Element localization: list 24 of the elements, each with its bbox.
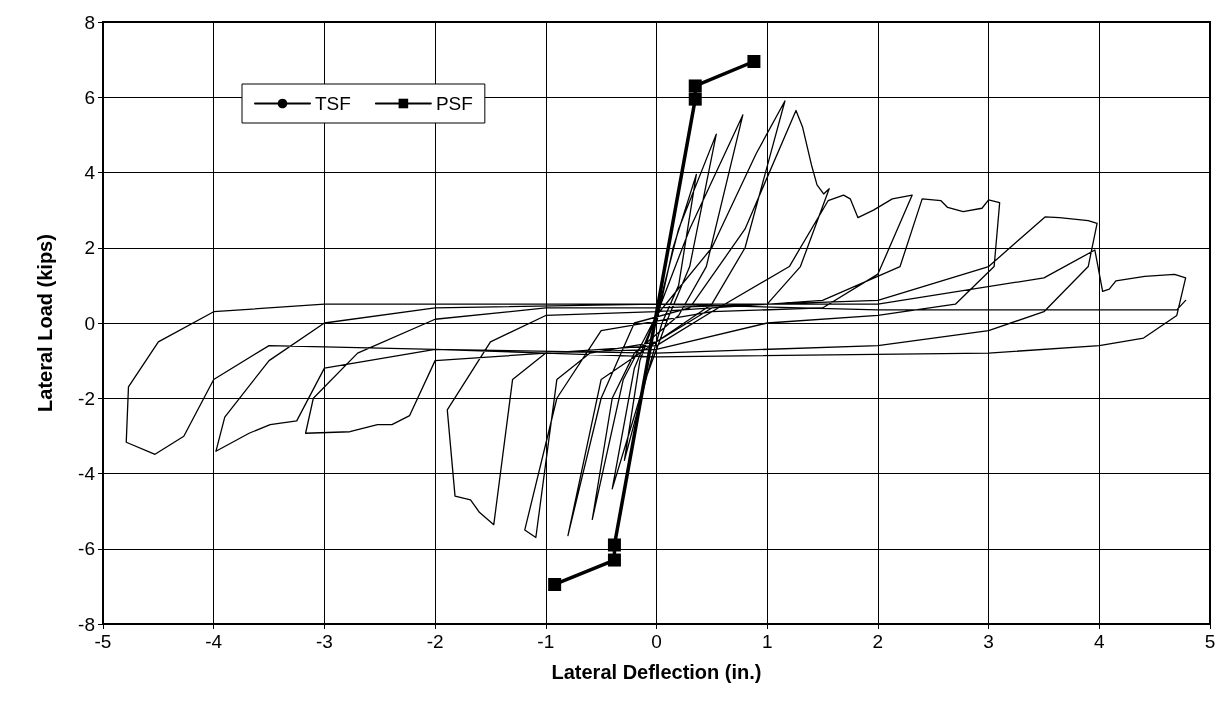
y-tick-label: 4 bbox=[84, 162, 96, 183]
y-tick-label: 8 bbox=[84, 11, 95, 33]
y-tick-label: -8 bbox=[78, 613, 95, 635]
x-tick-label: -1 bbox=[537, 631, 555, 652]
legend-label: PSF bbox=[435, 93, 473, 114]
x-tick-label: -4 bbox=[205, 631, 223, 652]
y-tick-label: -2 bbox=[78, 387, 95, 409]
x-tick-label: 4 bbox=[1094, 631, 1106, 652]
legend-label: TSF bbox=[315, 93, 351, 114]
x-axis-title: Lateral Deflection (in.) bbox=[551, 661, 762, 683]
x-tick-label: -5 bbox=[94, 631, 112, 652]
x-tick-label: 3 bbox=[983, 631, 994, 652]
x-tick-label: -2 bbox=[426, 631, 444, 652]
x-tick-label: 0 bbox=[651, 631, 662, 652]
x-tick-label: 5 bbox=[1204, 631, 1216, 652]
x-tick-label: -3 bbox=[315, 631, 333, 652]
y-axis-title: Lateral Load (kips) bbox=[34, 234, 56, 412]
y-tick-label: 2 bbox=[84, 237, 95, 259]
x-tick-label: 1 bbox=[761, 631, 773, 652]
y-tick-label: 0 bbox=[84, 312, 95, 334]
y-tick-label: 6 bbox=[84, 86, 95, 108]
x-tick-label: 2 bbox=[872, 631, 884, 652]
y-tick-label: -4 bbox=[78, 463, 96, 484]
y-tick-label: -6 bbox=[78, 538, 95, 560]
